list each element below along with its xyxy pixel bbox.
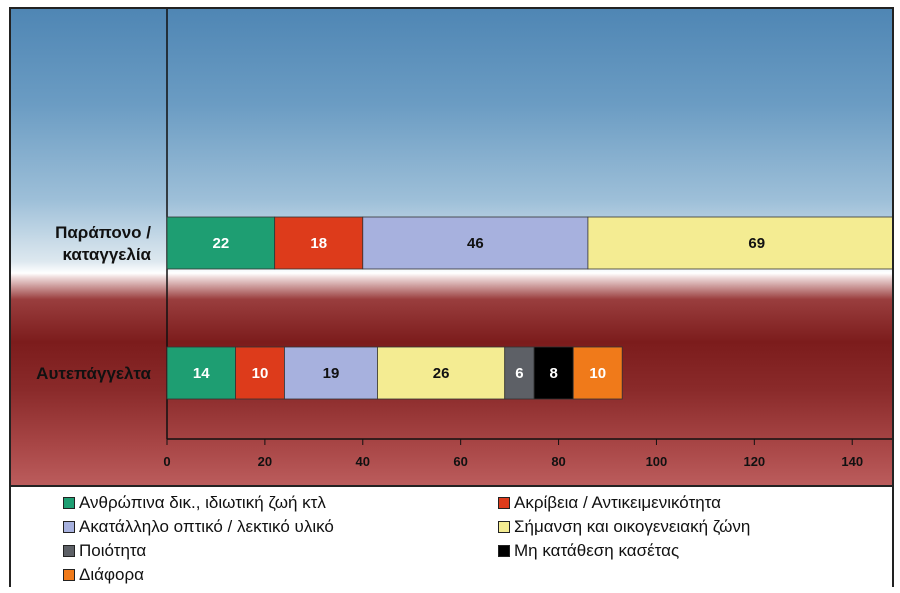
x-tick-label: 0 [163, 454, 170, 469]
bar-value-label: 26 [433, 365, 450, 382]
x-tick-label: 120 [743, 454, 765, 469]
bar-value-label: 19 [323, 365, 340, 382]
legend-item: Ποιότητα [63, 541, 146, 561]
bar-segment [572, 346, 623, 400]
x-tick-label: 40 [356, 454, 370, 469]
bar-segment [166, 346, 236, 400]
legend: Ανθρώπινα δικ., ιδιωτική ζωή κτλ Ακρίβεια… [11, 485, 892, 587]
legend-label: Διάφορα [79, 565, 144, 584]
chart-frame: 020406080100120140160180221846692Παράπον… [9, 7, 894, 587]
legend-item: Ανθρώπινα δικ., ιδιωτική ζωή κτλ [63, 493, 326, 513]
bar-segment [533, 346, 574, 400]
legend-label: Μη κατάθεση κασέτας [514, 541, 680, 560]
bar-value-label: 6 [515, 365, 523, 382]
bar-segment [235, 346, 285, 400]
legend-item: Ακατάλληλο οπτικό / λεκτικό υλικό [63, 517, 334, 537]
bar-value-label: 18 [310, 235, 327, 252]
bar-segment [284, 346, 378, 400]
category-label: Παράπονο / [55, 223, 151, 242]
category-label: καταγγελία [62, 245, 151, 264]
legend-swatch [63, 521, 75, 533]
bar-segment [166, 216, 276, 270]
legend-swatch [63, 569, 75, 581]
bar-segment [587, 216, 892, 270]
legend-label: Ακρίβεια / Αντικειμενικότητα [514, 493, 721, 512]
legend-label: Ακατάλληλο οπτικό / λεκτικό υλικό [79, 517, 334, 536]
x-tick-label: 80 [551, 454, 565, 469]
bar-value-label: 69 [748, 235, 765, 252]
bar-segment [274, 216, 364, 270]
bar-value-label: 10 [252, 365, 269, 382]
legend-swatch [498, 497, 510, 509]
legend-label: Σήμανση και οικογενειακή ζώνη [514, 517, 751, 536]
legend-item: Ακρίβεια / Αντικειμενικότητα [498, 493, 721, 513]
legend-item: Διάφορα [63, 565, 144, 585]
bar-value-label: 22 [212, 235, 229, 252]
x-tick-label: 100 [646, 454, 668, 469]
bar-value-label: 8 [549, 365, 557, 382]
x-tick-label: 20 [258, 454, 272, 469]
bar-segment [377, 346, 506, 400]
legend-swatch [498, 521, 510, 533]
legend-swatch [63, 545, 75, 557]
legend-label: Ποιότητα [79, 541, 147, 560]
bar-value-label: 14 [193, 365, 210, 382]
legend-swatch [63, 497, 75, 509]
bar-segment [362, 216, 589, 270]
x-tick-label: 60 [453, 454, 467, 469]
stacked-bar-chart: 020406080100120140160180221846692Παράπον… [36, 9, 892, 469]
x-tick-label: 140 [841, 454, 863, 469]
category-label: Αυτεπάγγελτα [36, 364, 151, 383]
bar-value-label: 10 [589, 365, 606, 382]
legend-label: Ανθρώπινα δικ., ιδιωτική ζωή κτλ [79, 493, 326, 512]
bar-value-label: 46 [467, 235, 484, 252]
legend-item: Σήμανση και οικογενειακή ζώνη [498, 517, 750, 537]
legend-swatch [498, 545, 510, 557]
legend-item: Μη κατάθεση κασέτας [498, 541, 679, 561]
